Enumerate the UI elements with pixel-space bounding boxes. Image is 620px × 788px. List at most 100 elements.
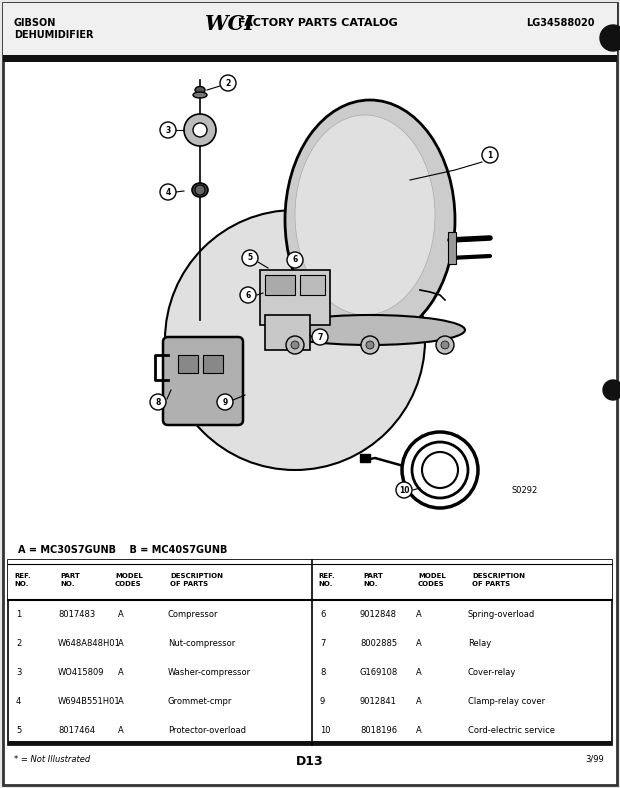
Circle shape: [184, 114, 216, 146]
Text: 3/99: 3/99: [585, 755, 604, 764]
Text: Washer-compressor: Washer-compressor: [168, 668, 251, 677]
Text: 7: 7: [317, 333, 322, 341]
Text: 5: 5: [247, 254, 252, 262]
Text: A: A: [416, 697, 422, 706]
Text: FACTORY PARTS CATALOG: FACTORY PARTS CATALOG: [238, 18, 398, 28]
Text: 10: 10: [399, 485, 409, 495]
Text: D13: D13: [296, 755, 324, 768]
Text: W694B551H01: W694B551H01: [58, 697, 121, 706]
Circle shape: [436, 336, 454, 354]
Text: DEHUMIDIFIER: DEHUMIDIFIER: [14, 30, 94, 40]
Bar: [260, 270, 330, 325]
Bar: [178, 355, 198, 373]
Text: 9: 9: [223, 397, 228, 407]
Circle shape: [160, 184, 176, 200]
Ellipse shape: [295, 115, 435, 315]
Text: A: A: [416, 639, 422, 648]
Circle shape: [165, 210, 425, 470]
Text: Cover-relay: Cover-relay: [468, 668, 516, 677]
Text: GIBSON: GIBSON: [14, 18, 56, 28]
Text: 1: 1: [487, 151, 493, 159]
Text: 7: 7: [320, 639, 326, 648]
Bar: [265, 275, 295, 295]
Text: Protector-overload: Protector-overload: [168, 726, 246, 735]
Ellipse shape: [275, 315, 465, 345]
Circle shape: [441, 341, 449, 349]
Text: Compressor: Compressor: [168, 610, 218, 619]
Text: 2: 2: [226, 79, 231, 87]
Bar: [203, 355, 223, 373]
Circle shape: [242, 250, 258, 266]
Text: 3: 3: [166, 125, 171, 135]
Text: 8017483: 8017483: [58, 610, 95, 619]
Text: 6: 6: [320, 610, 326, 619]
Ellipse shape: [192, 183, 208, 197]
Text: Spring-overload: Spring-overload: [468, 610, 535, 619]
Ellipse shape: [195, 87, 205, 94]
Circle shape: [366, 341, 374, 349]
Text: 9012848: 9012848: [360, 610, 397, 619]
Text: Nut-compressor: Nut-compressor: [168, 639, 235, 648]
FancyBboxPatch shape: [163, 337, 243, 425]
Circle shape: [195, 185, 205, 195]
Circle shape: [396, 482, 412, 498]
Text: 9: 9: [320, 697, 326, 706]
Circle shape: [482, 147, 498, 163]
Circle shape: [600, 25, 620, 51]
Text: 8: 8: [320, 668, 326, 677]
Text: 8018196: 8018196: [360, 726, 397, 735]
Text: DESCRIPTION
OF PARTS: DESCRIPTION OF PARTS: [170, 573, 223, 587]
Text: 2: 2: [16, 639, 21, 648]
Bar: [8, 560, 612, 600]
Circle shape: [220, 75, 236, 91]
Circle shape: [312, 329, 328, 345]
Text: DESCRIPTION
OF PARTS: DESCRIPTION OF PARTS: [472, 573, 525, 587]
Text: 3: 3: [16, 668, 21, 677]
Bar: [8, 560, 612, 564]
Text: A = MC30S7GUNB    B = MC40S7GUNB: A = MC30S7GUNB B = MC40S7GUNB: [18, 545, 228, 555]
Text: MODEL
CODES: MODEL CODES: [115, 573, 143, 587]
Text: Relay: Relay: [468, 639, 491, 648]
Text: S0292: S0292: [512, 485, 538, 495]
Circle shape: [193, 123, 207, 137]
Text: * = Not Illustrated: * = Not Illustrated: [14, 755, 91, 764]
Circle shape: [286, 336, 304, 354]
Text: A: A: [416, 610, 422, 619]
Bar: [360, 454, 370, 462]
Text: A: A: [118, 610, 124, 619]
Text: 9012841: 9012841: [360, 697, 397, 706]
Circle shape: [291, 341, 299, 349]
Ellipse shape: [285, 100, 455, 340]
Text: 8017464: 8017464: [58, 726, 95, 735]
Text: Grommet-cmpr: Grommet-cmpr: [168, 697, 232, 706]
Circle shape: [361, 336, 379, 354]
Circle shape: [287, 252, 303, 268]
Text: A: A: [118, 668, 124, 677]
Text: 4: 4: [166, 188, 171, 196]
Text: G169108: G169108: [360, 668, 398, 677]
Text: 8002885: 8002885: [360, 639, 397, 648]
Circle shape: [603, 380, 620, 400]
Text: 10: 10: [320, 726, 330, 735]
Text: PART
NO.: PART NO.: [363, 573, 383, 587]
Text: WCI: WCI: [205, 14, 255, 34]
Text: A: A: [118, 726, 124, 735]
Text: Clamp-relay cover: Clamp-relay cover: [468, 697, 545, 706]
Text: 1: 1: [16, 610, 21, 619]
Text: PART
NO.: PART NO.: [60, 573, 80, 587]
Circle shape: [217, 394, 233, 410]
Text: A: A: [416, 726, 422, 735]
Bar: [265, 315, 310, 350]
Text: REF.
NO.: REF. NO.: [14, 573, 30, 587]
Text: 6: 6: [293, 255, 298, 265]
Bar: [3, 3, 617, 55]
Text: A: A: [118, 639, 124, 648]
Text: 8: 8: [156, 397, 161, 407]
Bar: [448, 232, 456, 264]
Circle shape: [160, 122, 176, 138]
Text: W648A848H01: W648A848H01: [58, 639, 121, 648]
Circle shape: [240, 287, 256, 303]
Ellipse shape: [193, 92, 207, 98]
Text: REF.
NO.: REF. NO.: [318, 573, 335, 587]
Circle shape: [150, 394, 166, 410]
